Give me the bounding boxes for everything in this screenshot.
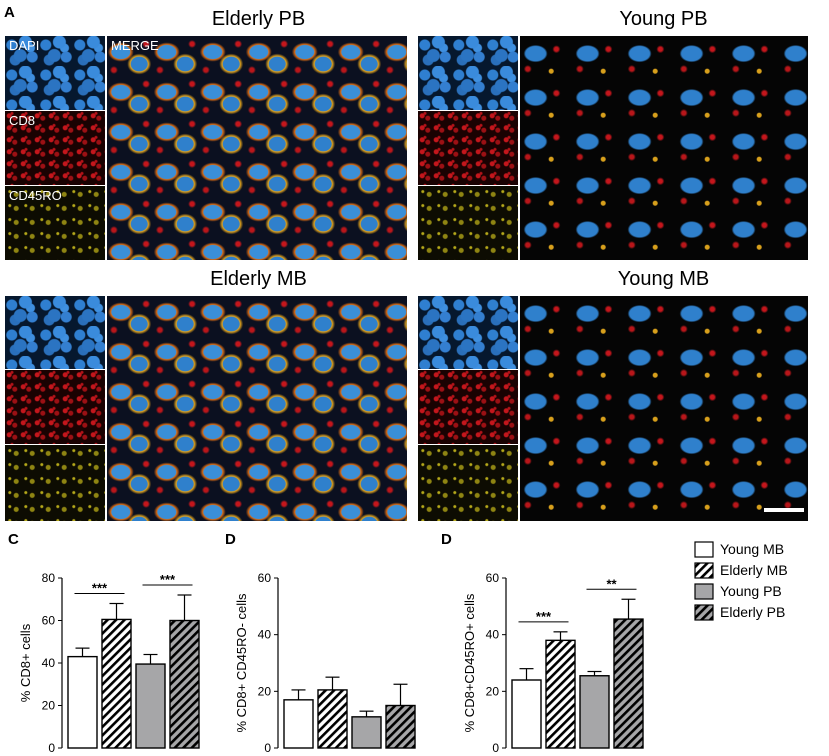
bar	[545, 639, 576, 749]
image-young-pb-cd45ro	[418, 186, 518, 260]
channel-label-merge: MERGE	[111, 38, 159, 53]
image-young-mb-dapi	[418, 296, 518, 369]
significance-label: ***	[536, 609, 552, 624]
image-young-mb-cd45ro	[418, 445, 518, 521]
image-elderly-pb-dapi: DAPI	[5, 36, 105, 110]
legend-swatch	[694, 604, 714, 621]
y-tick-label: 40	[42, 656, 56, 670]
y-tick-label: 40	[486, 628, 500, 642]
image-elderly-mb-merge	[107, 296, 407, 521]
legend-swatch	[694, 541, 714, 558]
bar	[169, 619, 200, 749]
y-tick-label: 20	[486, 684, 500, 698]
y-axis-label: % CD8+ CD45RO- cells	[234, 593, 249, 733]
legend-label: Elderly MB	[720, 562, 788, 578]
scale-bar	[764, 508, 804, 512]
bar	[351, 716, 382, 749]
bar	[613, 618, 644, 749]
y-axis-label: % CD8+CD45RO+ cells	[462, 593, 477, 732]
significance-label: ***	[160, 572, 176, 587]
legend-label: Young PB	[720, 583, 782, 599]
y-tick-label: 0	[264, 741, 271, 755]
group-title-young-mb: Young MB	[617, 268, 710, 290]
chart-1: 0 20 40 60 80 % CD8+ cells *** ***	[18, 571, 200, 755]
panel-letter-c: C	[8, 531, 19, 548]
image-elderly-mb-cd45ro	[5, 445, 105, 521]
bar-charts-svg: C D D 0 20 40 60 80 % CD8+ cells *** *** 0 20 40 6…	[8, 531, 788, 755]
panel-letter-a: A	[4, 4, 15, 21]
bar	[317, 689, 348, 749]
y-tick-label: 20	[258, 684, 272, 698]
image-young-pb-merge	[520, 36, 808, 260]
legend-swatch	[694, 583, 714, 600]
significance-label: ***	[92, 581, 108, 596]
image-young-pb-dapi	[418, 36, 518, 110]
bar	[67, 655, 98, 749]
significance-label: **	[606, 576, 617, 591]
bar	[385, 704, 416, 749]
image-elderly-mb-dapi	[5, 296, 105, 369]
y-tick-label: 60	[42, 614, 56, 628]
bar	[283, 699, 314, 749]
image-elderly-pb-cd45ro: CD45RO	[5, 186, 105, 260]
channel-label-cd45ro: CD45RO	[9, 188, 62, 203]
image-elderly-mb-cd8	[5, 370, 105, 444]
image-young-pb-cd8	[418, 111, 518, 185]
y-tick-label: 0	[492, 741, 499, 755]
image-elderly-pb-merge: MERGE	[107, 36, 407, 260]
legend-swatch	[694, 562, 714, 579]
group-title-elderly-mb: Elderly MB	[210, 268, 307, 290]
bar	[135, 663, 166, 749]
y-tick-label: 60	[486, 571, 500, 585]
panel-letter-d-2: D	[441, 531, 452, 548]
legend-label: Young MB	[720, 541, 784, 557]
y-tick-label: 20	[42, 699, 56, 713]
group-title-elderly-pb: Elderly PB	[211, 8, 306, 30]
legend-label: Elderly PB	[720, 604, 785, 620]
y-tick-label: 0	[48, 741, 55, 755]
channel-label-dapi: DAPI	[9, 38, 40, 53]
group-title-young-pb: Young PB	[619, 8, 708, 30]
bar	[579, 675, 610, 749]
image-young-mb-merge	[520, 296, 808, 521]
channel-label-cd8: CD8	[9, 113, 36, 128]
chart-2: 0 20 40 60 % CD8+ CD45RO- cells	[234, 571, 416, 755]
bar	[101, 618, 132, 749]
y-tick-label: 80	[42, 571, 56, 585]
panel-letter-d-1: D	[225, 531, 236, 548]
image-elderly-pb-cd8: CD8	[5, 111, 105, 185]
legend: Young MB Elderly MB Young PB Elderly PB	[694, 541, 788, 621]
y-axis-label: % CD8+ cells	[18, 623, 33, 702]
bar	[511, 679, 542, 749]
y-tick-label: 40	[258, 628, 272, 642]
y-tick-label: 60	[258, 571, 272, 585]
image-young-mb-cd8	[418, 370, 518, 444]
